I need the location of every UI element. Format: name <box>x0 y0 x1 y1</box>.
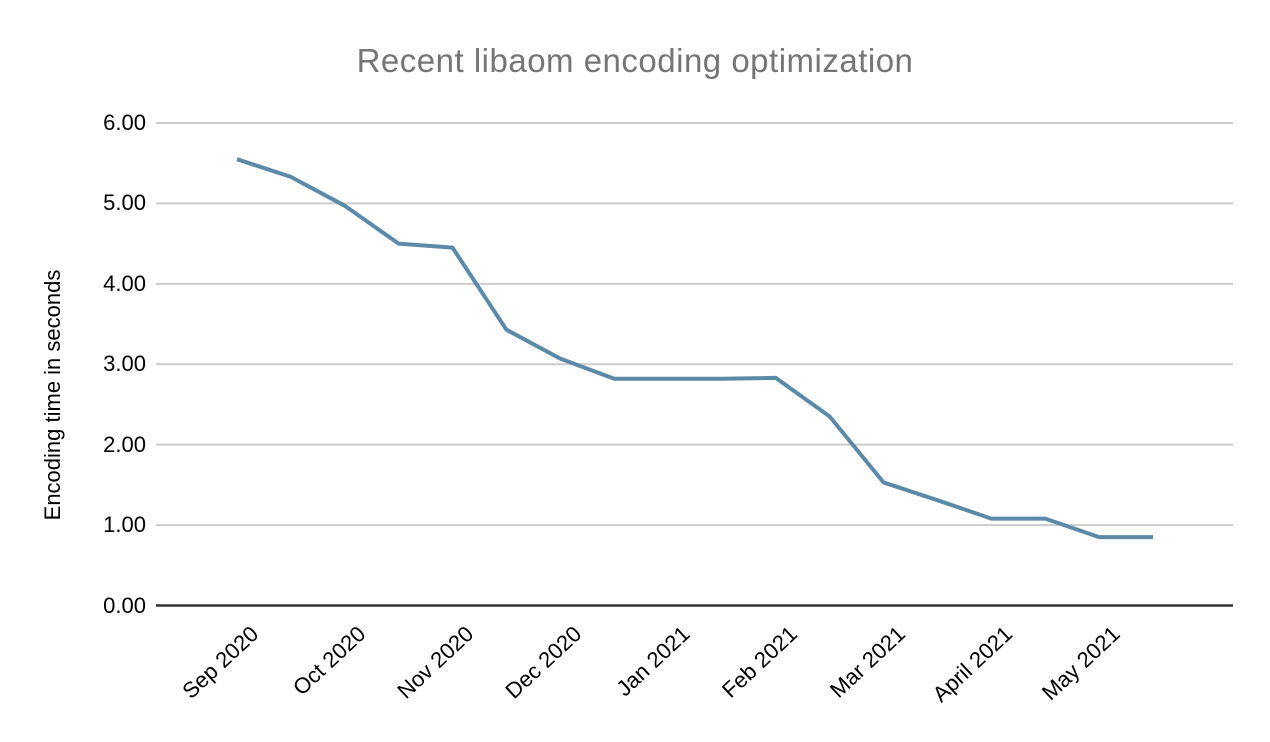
y-tick-label: 0.00 <box>103 592 146 618</box>
y-tick-label: 2.00 <box>103 431 146 457</box>
y-tick-label: 3.00 <box>103 351 146 377</box>
y-tick-label: 5.00 <box>103 190 146 216</box>
gridlines <box>156 122 1233 607</box>
series-group <box>236 157 1153 540</box>
y-tick-label: 4.00 <box>103 270 146 296</box>
series-line <box>236 157 1153 540</box>
chart-title: Recent libaom encoding optimization <box>356 42 914 79</box>
y-axis-title: Encoding time in seconds <box>40 269 65 521</box>
y-tick-label: 1.00 <box>103 512 146 538</box>
y-tick-label: 6.00 <box>103 110 146 135</box>
